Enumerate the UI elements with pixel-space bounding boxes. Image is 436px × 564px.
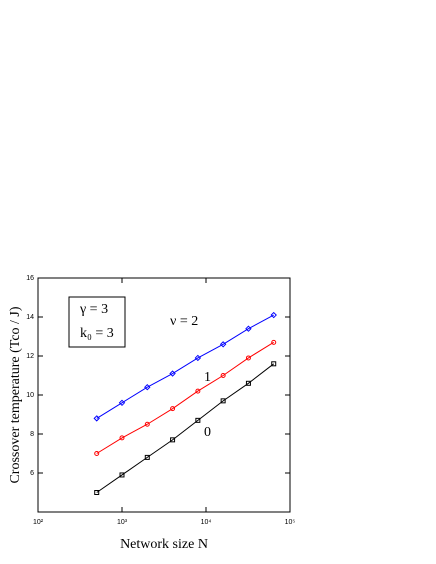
- marker: [245, 380, 251, 386]
- marker: [119, 435, 125, 441]
- marker: [270, 311, 277, 319]
- annotation: k₀ = 3: [80, 326, 114, 341]
- series-line: [96, 341, 274, 454]
- marker: [144, 454, 150, 460]
- marker: [245, 355, 251, 361]
- marker: [219, 341, 227, 348]
- marker: [118, 399, 126, 407]
- marker: [195, 388, 201, 394]
- series-line: [96, 314, 274, 419]
- annotation-box: [68, 296, 126, 348]
- marker: [94, 451, 100, 456]
- marker: [94, 490, 100, 495]
- plot-frame: [37, 277, 291, 513]
- series-label: 1: [204, 370, 211, 385]
- series-line: [96, 363, 275, 493]
- marker: [220, 373, 226, 378]
- marker: [170, 437, 176, 443]
- y-tick-label: 16: [26, 275, 34, 282]
- x-tick-label: 10³: [117, 519, 128, 526]
- marker: [220, 398, 226, 404]
- marker: [271, 339, 277, 345]
- marker: [93, 415, 100, 422]
- marker: [119, 472, 125, 478]
- y-tick-label: 6: [30, 470, 34, 477]
- x-tick-label: 10²: [33, 519, 44, 526]
- y-tick-label: 14: [26, 314, 34, 321]
- annotation: γ = 3: [79, 302, 108, 317]
- y-tick-label: 8: [30, 431, 34, 438]
- series-label: 0: [204, 425, 211, 440]
- marker: [245, 325, 252, 332]
- y-axis-label: Crossover temperature (Tco / J): [8, 306, 23, 483]
- marker: [195, 417, 201, 423]
- x-axis-label: Network size N: [120, 537, 208, 552]
- series-label: ν = 2: [170, 314, 198, 329]
- x-tick-label: 10⁴: [201, 519, 212, 526]
- marker: [194, 354, 202, 362]
- y-tick-label: 12: [26, 353, 34, 360]
- marker: [170, 406, 176, 412]
- marker: [144, 383, 151, 391]
- marker: [144, 421, 150, 427]
- x-tick-label: 10⁵: [285, 519, 296, 526]
- marker: [169, 370, 176, 377]
- y-tick-label: 10: [26, 392, 34, 399]
- marker: [271, 361, 277, 367]
